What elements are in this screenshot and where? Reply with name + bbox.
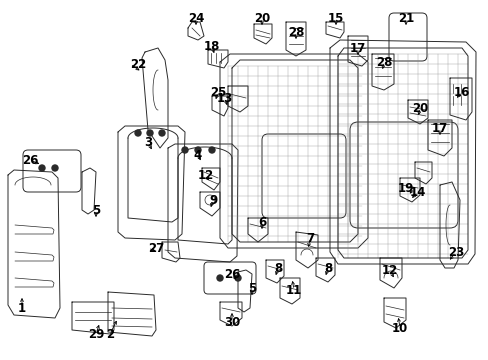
Circle shape [182, 147, 187, 153]
Text: 4: 4 [193, 149, 202, 162]
Text: 26: 26 [224, 267, 240, 280]
Text: 17: 17 [431, 122, 447, 135]
Text: 28: 28 [375, 55, 391, 68]
Text: 12: 12 [198, 168, 214, 181]
Text: 29: 29 [88, 328, 104, 341]
Text: 17: 17 [349, 41, 366, 54]
Text: 6: 6 [257, 216, 265, 229]
Circle shape [159, 130, 164, 136]
Text: 8: 8 [323, 261, 331, 274]
Text: 1: 1 [18, 302, 26, 315]
Text: 8: 8 [273, 261, 282, 274]
Text: 14: 14 [409, 185, 426, 198]
Circle shape [135, 130, 141, 136]
Text: 30: 30 [224, 315, 240, 328]
Circle shape [208, 147, 215, 153]
Text: 3: 3 [143, 135, 152, 149]
Text: 7: 7 [305, 231, 313, 244]
Text: 19: 19 [397, 181, 413, 194]
Text: 26: 26 [22, 153, 38, 166]
Text: 15: 15 [327, 12, 344, 24]
Text: 5: 5 [92, 203, 100, 216]
Text: 18: 18 [203, 40, 220, 53]
Text: 24: 24 [187, 12, 204, 24]
Circle shape [195, 147, 201, 153]
Text: 13: 13 [217, 91, 233, 104]
Text: 9: 9 [208, 194, 217, 207]
Circle shape [217, 275, 223, 281]
Text: 25: 25 [209, 86, 226, 99]
Circle shape [39, 165, 45, 171]
Text: 12: 12 [381, 264, 397, 276]
Text: 20: 20 [411, 102, 427, 114]
Text: 10: 10 [391, 321, 407, 334]
Text: 21: 21 [397, 12, 413, 24]
Circle shape [52, 165, 58, 171]
Text: 28: 28 [287, 26, 304, 39]
Circle shape [147, 130, 153, 136]
Text: 20: 20 [253, 12, 269, 24]
Text: 16: 16 [453, 86, 469, 99]
Text: 23: 23 [447, 246, 463, 258]
Text: 11: 11 [285, 284, 302, 297]
Text: 5: 5 [247, 282, 256, 294]
Circle shape [235, 275, 241, 281]
Text: 2: 2 [106, 328, 114, 341]
Text: 27: 27 [148, 242, 164, 255]
Text: 22: 22 [130, 58, 146, 71]
